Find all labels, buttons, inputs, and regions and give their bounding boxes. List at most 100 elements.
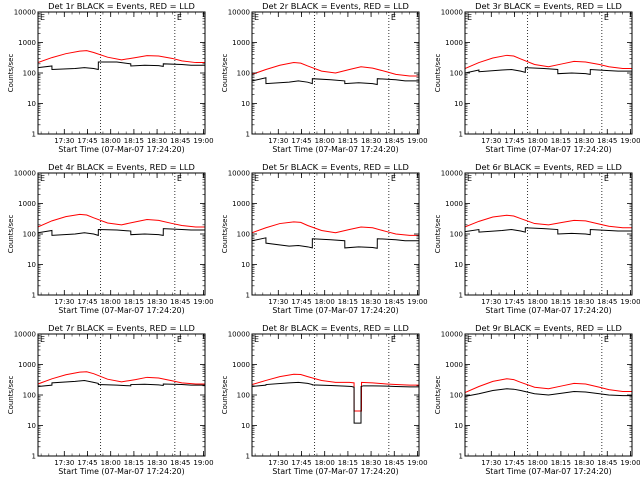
x-tick-label: 18:00 [528, 459, 548, 467]
x-tick-label: 18:00 [315, 298, 335, 306]
panel-title: Det 3r BLACK = Events, RED = LLD [475, 1, 622, 11]
lld-series-line [465, 378, 632, 394]
y-tick-label: 100 [23, 231, 36, 239]
y-tick-label: 1000 [445, 39, 463, 47]
corner-mark: E [467, 174, 472, 183]
x-tick-label: 17:30 [54, 459, 74, 467]
x-tick-label: 17:45 [291, 459, 311, 467]
x-tick-label: 18:45 [597, 298, 617, 306]
y-axis-label: Counts/sec [434, 215, 442, 254]
x-tick-label: 18:15 [124, 137, 144, 145]
x-tick-label: 18:15 [124, 298, 144, 306]
y-tick-label: 1000 [445, 200, 463, 208]
x-tick-label: 17:45 [77, 137, 97, 145]
x-tick-label: 18:00 [101, 137, 121, 145]
corner-mark: E [40, 13, 45, 22]
corner-mark: E [604, 335, 609, 344]
x-tick-label: 17:45 [504, 298, 524, 306]
x-tick-label: 19:00 [407, 137, 427, 145]
corner-mark: E [254, 13, 259, 22]
corner-mark: E [391, 335, 396, 344]
y-tick-label: 10000 [14, 170, 36, 178]
events-series-line [252, 77, 419, 86]
y-tick-label: 1000 [232, 39, 250, 47]
y-axis-label: Counts/sec [7, 215, 15, 254]
events-series-line [38, 228, 205, 237]
y-tick-label: 1000 [18, 361, 36, 369]
panel-title: Det 1r BLACK = Events, RED = LLD [48, 1, 195, 11]
corner-mark: E [177, 335, 182, 344]
x-tick-label: 17:45 [291, 137, 311, 145]
x-tick-label: 17:30 [481, 298, 501, 306]
x-tick-label: 18:15 [338, 137, 358, 145]
y-tick-label: 1000 [445, 361, 463, 369]
events-series-line [465, 227, 632, 236]
y-tick-label: 1 [459, 131, 463, 139]
y-tick-label: 100 [237, 70, 250, 78]
y-tick-label: 1 [32, 292, 36, 300]
x-tick-label: 17:45 [77, 459, 97, 467]
x-tick-label: 18:45 [384, 298, 404, 306]
y-tick-label: 10000 [441, 170, 463, 178]
panel-title: Det 7r BLACK = Events, RED = LLD [48, 323, 195, 333]
lld-series-line [38, 50, 205, 64]
lld-series-line [465, 54, 632, 70]
corner-mark: E [467, 13, 472, 22]
x-axis-label: Start Time (07-Mar-07 17:24:20) [272, 306, 398, 315]
panel-4: Det 4r BLACK = Events, RED = LLD Counts/s… [7, 162, 214, 315]
y-axis-label: Counts/sec [7, 54, 15, 93]
panel-1: Det 1r BLACK = Events, RED = LLD Counts/s… [7, 1, 214, 154]
y-tick-label: 1 [459, 292, 463, 300]
x-tick-label: 18:00 [528, 137, 548, 145]
x-tick-label: 18:15 [124, 459, 144, 467]
y-tick-label: 10000 [228, 9, 250, 17]
x-tick-label: 18:45 [170, 137, 190, 145]
y-tick-label: 100 [23, 392, 36, 400]
y-axis-label: Counts/sec [221, 54, 229, 93]
y-tick-label: 10000 [228, 331, 250, 339]
y-tick-label: 1 [459, 453, 463, 461]
panel-title: Det 8r BLACK = Events, RED = LLD [262, 323, 409, 333]
corner-mark: E [177, 174, 182, 183]
events-series-line [38, 379, 205, 387]
x-tick-label: 17:30 [54, 298, 74, 306]
corner-mark: E [604, 13, 609, 22]
panel-2: Det 2r BLACK = Events, RED = LLD Counts/s… [221, 1, 428, 154]
y-axis-label: Counts/sec [221, 376, 229, 415]
corner-mark: E [254, 174, 259, 183]
x-axis-label: Start Time (07-Mar-07 17:24:20) [58, 306, 184, 315]
x-tick-label: 18:15 [551, 137, 571, 145]
x-tick-label: 19:00 [407, 298, 427, 306]
x-tick-label: 18:15 [338, 298, 358, 306]
lld-series-line [38, 371, 205, 385]
y-tick-label: 10000 [441, 9, 463, 17]
x-tick-label: 19:00 [193, 137, 213, 145]
y-tick-label: 10000 [441, 331, 463, 339]
events-series-line [38, 61, 205, 71]
panel-5: Det 5r BLACK = Events, RED = LLD Counts/s… [221, 162, 428, 315]
y-tick-label: 100 [450, 70, 463, 78]
x-tick-label: 18:30 [147, 459, 167, 467]
x-tick-label: 18:30 [574, 298, 594, 306]
panel-9: Det 9r BLACK = Events, RED = LLD Counts/s… [434, 323, 640, 476]
corner-mark: E [40, 335, 45, 344]
corner-mark: E [254, 335, 259, 344]
y-tick-label: 10 [27, 100, 36, 108]
x-tick-label: 17:30 [54, 137, 74, 145]
x-tick-label: 17:30 [268, 298, 288, 306]
panel-title: Det 2r BLACK = Events, RED = LLD [262, 1, 409, 11]
x-tick-label: 18:00 [528, 298, 548, 306]
x-tick-label: 19:00 [620, 298, 640, 306]
panel-title: Det 9r BLACK = Events, RED = LLD [475, 323, 622, 333]
y-axis-label: Counts/sec [434, 54, 442, 93]
y-tick-label: 100 [450, 231, 463, 239]
panel-6: Det 6r BLACK = Events, RED = LLD Counts/s… [434, 162, 640, 315]
x-tick-label: 19:00 [193, 459, 213, 467]
y-tick-label: 10 [454, 261, 463, 269]
x-tick-label: 18:45 [597, 137, 617, 145]
y-tick-label: 100 [237, 392, 250, 400]
y-tick-label: 100 [237, 231, 250, 239]
x-tick-label: 18:15 [551, 298, 571, 306]
x-tick-label: 18:15 [338, 459, 358, 467]
